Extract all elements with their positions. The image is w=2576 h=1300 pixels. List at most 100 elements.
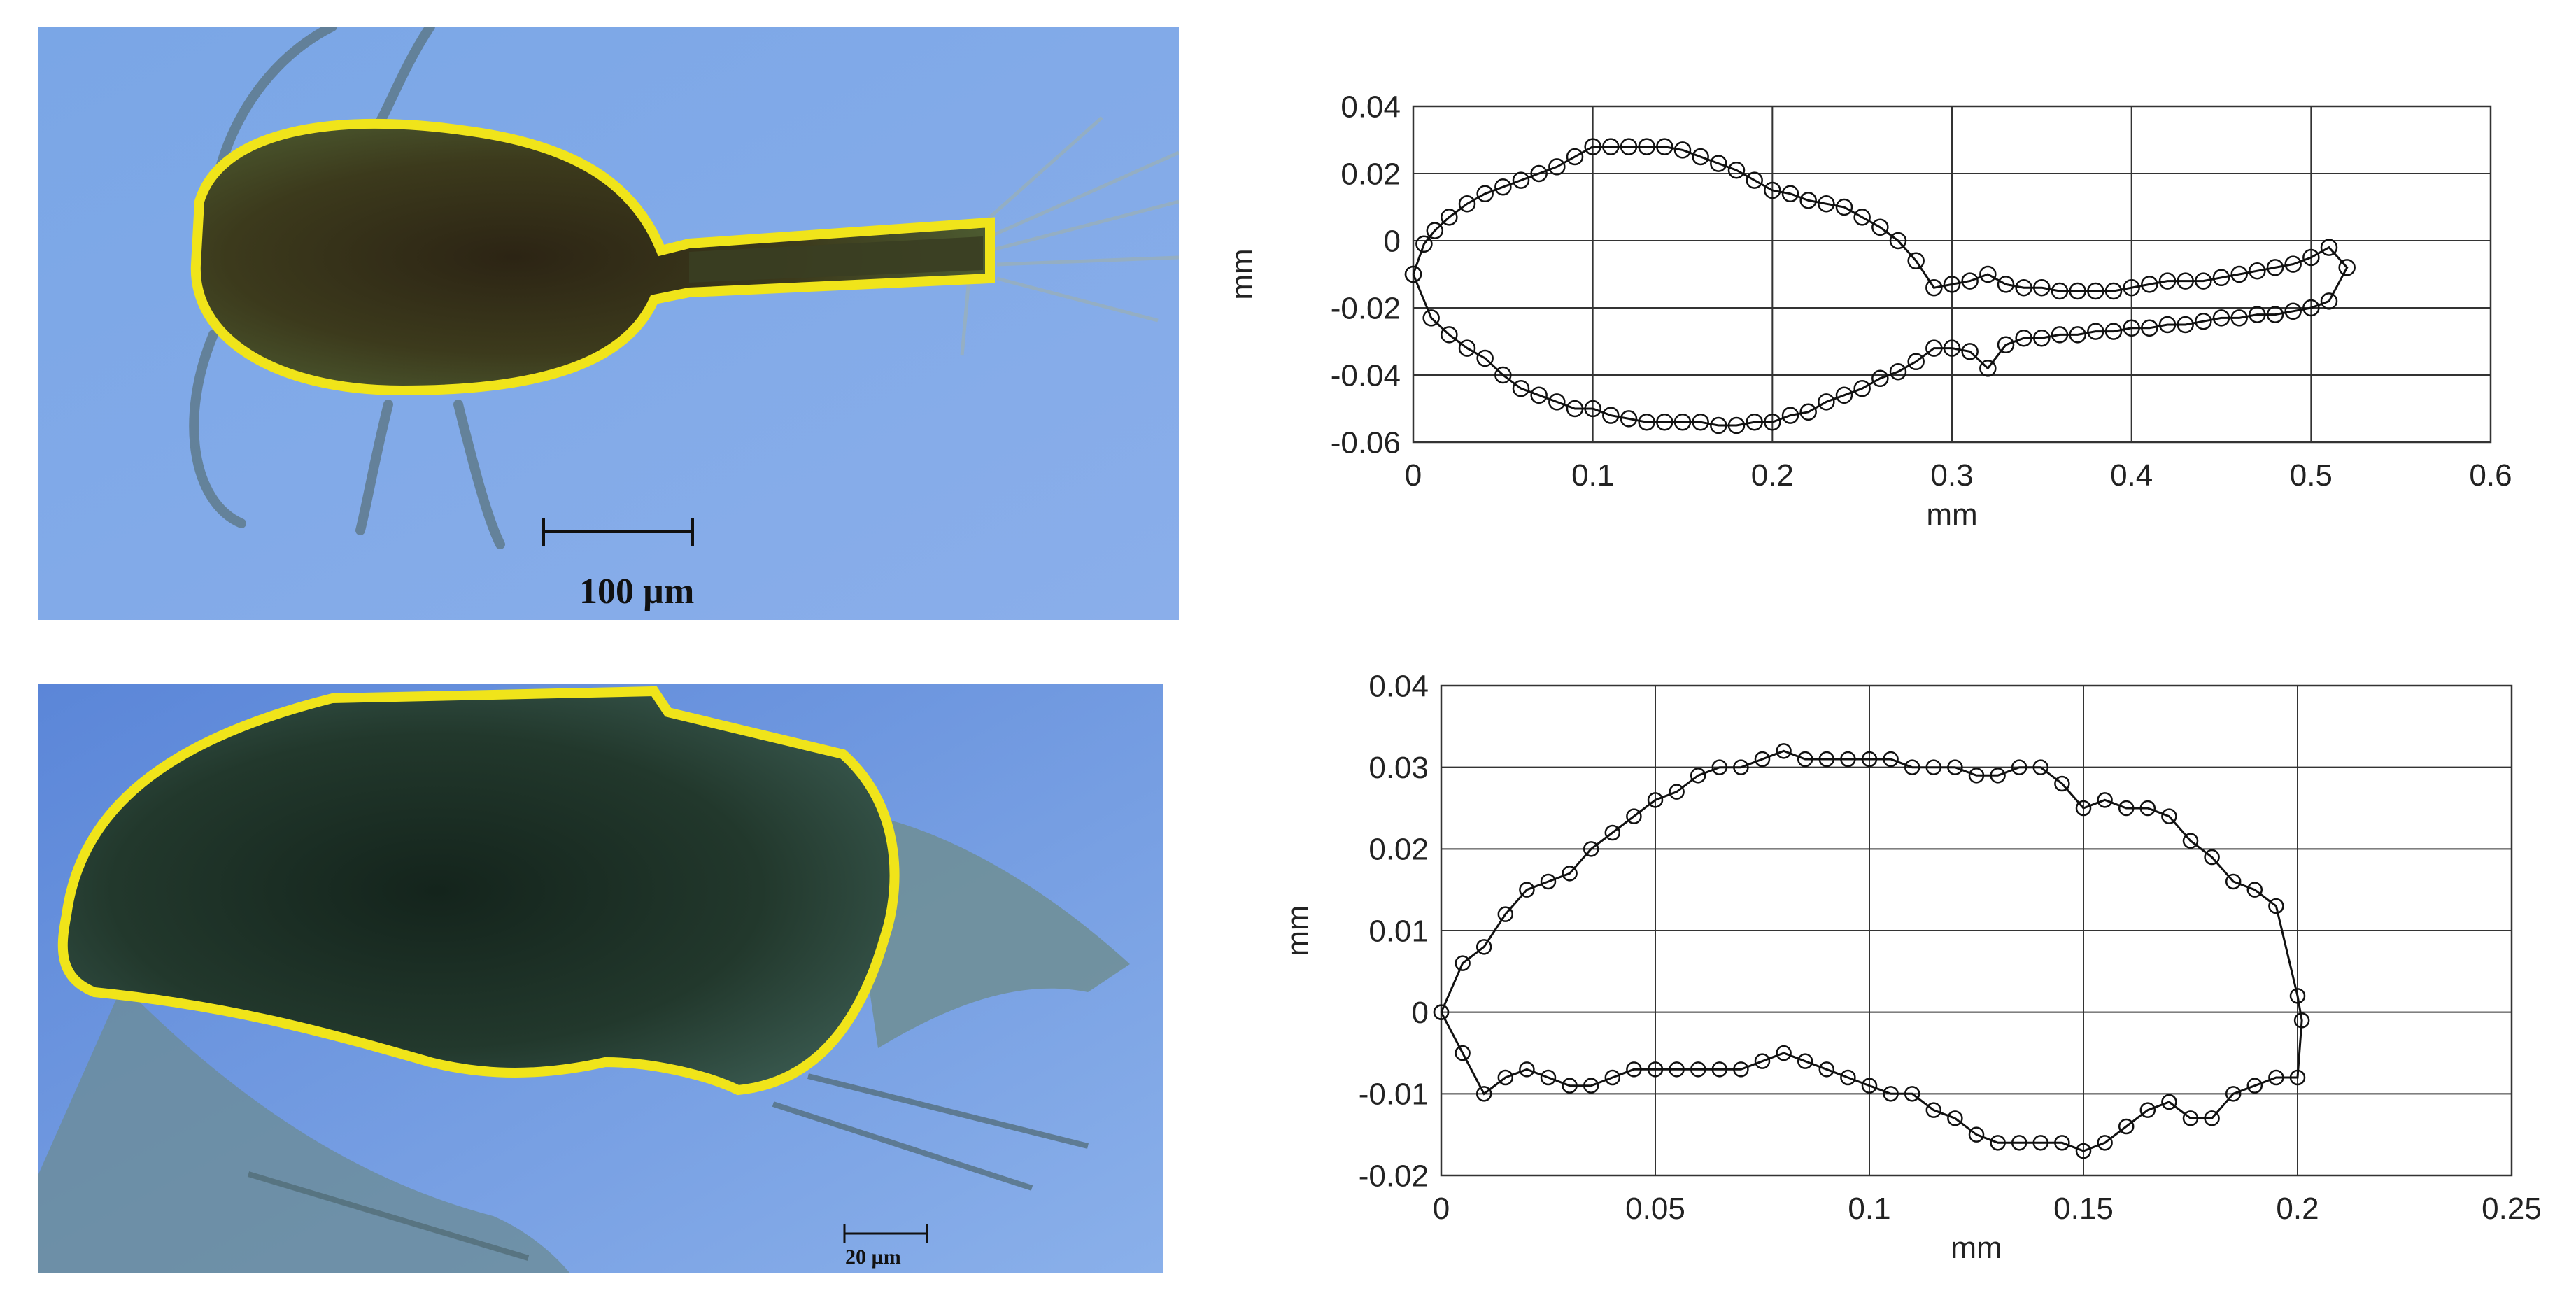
- bottom-chart-data-point: [1990, 768, 2006, 784]
- bottom-chart-data-point: [1776, 1045, 1792, 1061]
- bottom-chart-data-point: [2225, 873, 2242, 890]
- top-chart-data-point: [1979, 360, 1997, 377]
- top-chart-data-point: [1979, 265, 1997, 283]
- top-chart-data-point: [1584, 400, 1601, 418]
- bottom-chart-ytick-label: 0.03: [1368, 751, 1429, 785]
- top-chart-ytick-label: 0.04: [1340, 90, 1401, 124]
- bottom-chart-data-point: [2246, 1078, 2263, 1094]
- top-chart-data-point: [2230, 309, 2248, 327]
- top-chart-data-point: [2158, 316, 2177, 334]
- top-chart-data-point: [1997, 336, 2015, 354]
- micrograph-top: [38, 27, 1179, 620]
- bottom-chart-data-point: [2011, 1135, 2027, 1151]
- top-chart-data-point: [1961, 272, 1979, 290]
- bottom-chart-data-point: [1604, 1069, 1621, 1086]
- bottom-chart-data-point: [1540, 873, 1557, 890]
- bottom-chart-ytick-label: 0.01: [1368, 914, 1429, 948]
- bottom-chart-data-point: [1669, 1061, 1685, 1078]
- top-chart-data-point: [1584, 138, 1601, 155]
- top-chart-data-point: [1476, 185, 1494, 203]
- top-chart-data-point: [1566, 400, 1584, 418]
- top-chart-data-point: [1512, 171, 1530, 189]
- bottom-chart-data-point: [1818, 751, 1835, 768]
- bottom-chart-data-point: [1968, 1126, 1985, 1143]
- scale-bar-label-top: 100 µm: [579, 572, 695, 612]
- bottom-chart-data-point: [2268, 1069, 2284, 1086]
- top-chart-data-point: [1494, 366, 1512, 384]
- top-chart-data-point: [1764, 181, 1781, 199]
- bottom-chart-xtick-label: 0.25: [2482, 1192, 2542, 1226]
- bottom-chart-data-point: [2097, 1135, 2113, 1151]
- top-chart-data-point: [1925, 339, 1943, 357]
- bottom-chart-ylabel: mm: [1281, 905, 1315, 956]
- top-chart-data-point: [2195, 312, 2212, 330]
- top-chart-data-point: [2177, 316, 2194, 334]
- top-chart-data-point: [2087, 282, 2104, 300]
- top-chart-data-point: [1925, 278, 1943, 297]
- top-chart-data-point: [2266, 306, 2284, 323]
- top-chart-data-point: [2338, 259, 2356, 276]
- top-chart-xtick-label: 0.4: [2110, 458, 2153, 493]
- bottom-chart-data-point: [2075, 1143, 2092, 1159]
- bottom-chart-data-point: [2293, 1012, 2310, 1029]
- bottom-chart-ytick-label: 0.02: [1368, 833, 1429, 867]
- top-chart-data-point: [1415, 235, 1433, 253]
- top-chart-data-point: [1853, 379, 1871, 397]
- bottom-chart-data-point: [2204, 1110, 2220, 1126]
- top-chart-data-point: [2284, 302, 2302, 320]
- top-chart-data-point: [1602, 407, 1620, 424]
- bottom-chart-xtick-label: 0.15: [2053, 1192, 2114, 1226]
- bottom-chart-xlabel: mm: [1951, 1231, 2002, 1259]
- bottom-chart-data-point: [1647, 1061, 1664, 1078]
- bottom-chart-data-point: [1669, 784, 1685, 800]
- top-chart-data-point: [1458, 195, 1476, 213]
- top-chart-data-point: [1548, 393, 1566, 411]
- top-chart-data-point: [1746, 171, 1763, 189]
- bottom-chart-data-point: [1861, 1078, 1878, 1094]
- micrograph-bottom: [38, 684, 1163, 1273]
- bottom-chart-data-point: [1797, 1053, 1813, 1069]
- bottom-chart-data-point: [1562, 866, 1578, 882]
- bottom-chart-data-point: [2032, 1135, 2049, 1151]
- outline-chart-bottom: 0 0.05 0.1 0.15 0.2 0.25 -0.02 -0.01 0 0.01 0.02 0.…: [1252, 658, 2554, 1259]
- top-chart-data-point: [2141, 319, 2158, 337]
- bottom-chart-data-point: [1647, 792, 1664, 808]
- bottom-chart-data-point: [1797, 751, 1813, 768]
- bottom-chart-data-point: [2246, 882, 2263, 898]
- top-chart-data-point: [1656, 413, 1673, 431]
- top-chart-data-point: [1799, 192, 1817, 209]
- top-chart-data-point: [1494, 178, 1512, 196]
- bottom-chart-data-point: [1455, 955, 1471, 971]
- bottom-chart-data-point: [1604, 824, 1621, 841]
- top-chart-data-point: [2249, 306, 2266, 323]
- bottom-chart-data-point: [1840, 751, 1856, 768]
- bottom-chart-data-point: [1904, 759, 1920, 775]
- top-chart-data-point: [1458, 339, 1476, 357]
- bottom-chart-data-point: [2011, 759, 2027, 775]
- bottom-chart-ytick-label: -0.02: [1359, 1159, 1429, 1193]
- top-chart-data-point: [1620, 410, 1638, 428]
- top-chart-data-point: [2212, 309, 2230, 327]
- top-chart-data-point: [2033, 329, 2051, 347]
- bottom-chart-data-point: [1754, 751, 1771, 768]
- bottom-chart-data-point: [2075, 800, 2092, 817]
- top-chart-xtick-label: 0.6: [2469, 458, 2512, 493]
- top-chart-data-point: [2230, 265, 2248, 283]
- bottom-chart-data-point: [1475, 1086, 1492, 1102]
- bottom-chart-data-point: [1626, 808, 1642, 824]
- bottom-chart-data-point: [1754, 1053, 1771, 1069]
- bottom-chart-ytick-label: 0: [1412, 996, 1429, 1030]
- top-chart-data-point: [1871, 218, 1889, 236]
- scale-bar-label-bottom: 20 µm: [845, 1245, 901, 1269]
- top-chart-data-point: [1943, 339, 1961, 357]
- top-chart-data-point: [2069, 326, 2086, 344]
- bottom-chart-data-point: [1690, 768, 1706, 784]
- top-chart-data-point: [1853, 209, 1871, 226]
- bottom-chart-data-point: [2139, 800, 2156, 817]
- bottom-chart-data-point: [2225, 1086, 2242, 1102]
- bottom-chart-data-point: [2161, 808, 2177, 824]
- bottom-chart-data-point: [1861, 751, 1878, 768]
- bottom-chart-data-point: [1583, 1078, 1599, 1094]
- bottom-chart-data-point: [1711, 1061, 1728, 1078]
- bottom-chart-data-point: [1690, 1061, 1706, 1078]
